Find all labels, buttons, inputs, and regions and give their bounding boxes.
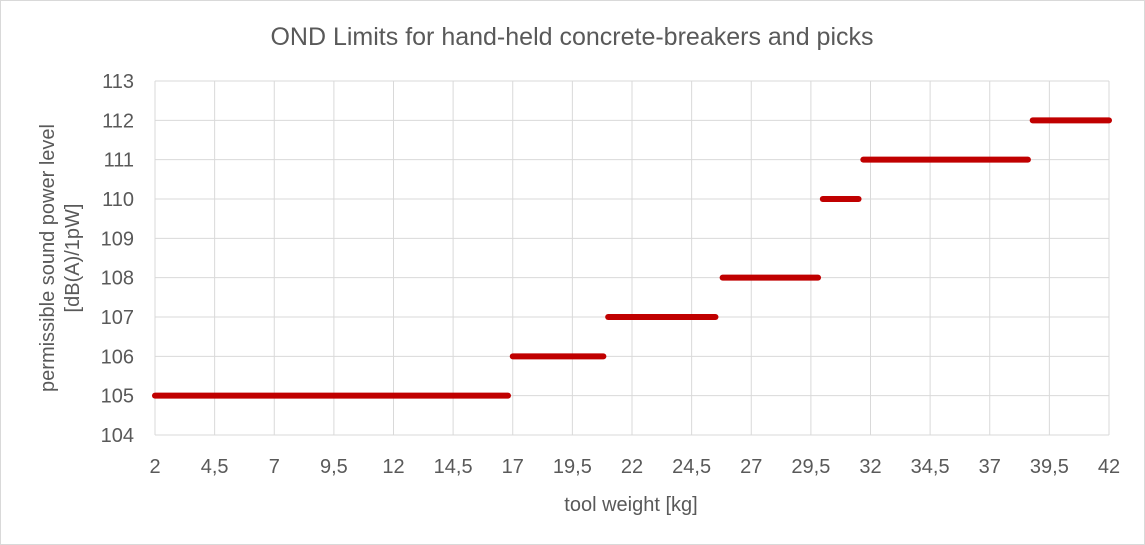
x-tick-label: 34,5 — [911, 456, 950, 478]
y-tick-label: 111 — [104, 150, 134, 172]
x-tick-label: 14,5 — [434, 456, 473, 478]
x-tick-label: 29,5 — [791, 456, 830, 478]
x-tick-label: 12 — [382, 456, 404, 478]
x-tick-label: 2 — [149, 456, 160, 478]
y-tick-label: 109 — [101, 228, 134, 250]
y-tick-label: 108 — [101, 268, 134, 290]
y-axis-ticks: 104 105 106 107 108 109 110 111 112 113 — [101, 71, 134, 447]
y-tick-label: 106 — [101, 346, 134, 368]
series-ond-limits — [152, 117, 1112, 399]
x-tick-label: 32 — [859, 456, 881, 478]
chart-title: OND Limits for hand-held concrete-breake… — [270, 23, 873, 51]
y-tick-label: 105 — [101, 386, 134, 408]
x-tick-label: 24,5 — [672, 456, 711, 478]
x-tick-label: 4,5 — [201, 456, 229, 478]
grid — [154, 80, 1110, 436]
x-tick-label: 19,5 — [553, 456, 592, 478]
x-tick-label: 37 — [979, 456, 1001, 478]
y-tick-label: 112 — [102, 110, 134, 132]
y-tick-label: 110 — [102, 189, 134, 211]
x-tick-label: 27 — [740, 456, 762, 478]
x-axis-ticks: 2 4,5 7 9,5 12 14,5 17 19,5 22 24,5 27 29,5 32 34,5 37… — [149, 456, 1120, 478]
x-tick-label: 17 — [502, 456, 524, 478]
x-tick-label: 9,5 — [320, 456, 348, 478]
y-tick-label: 104 — [101, 425, 134, 447]
y-tick-label: 107 — [101, 307, 134, 329]
y-tick-label: 113 — [102, 71, 134, 93]
x-tick-label: 39,5 — [1030, 456, 1069, 478]
x-tick-label: 7 — [269, 456, 280, 478]
y-axis-label-line-1: permissible sound power level — [37, 124, 59, 392]
x-axis-label: tool weight [kg] — [564, 494, 697, 516]
y-axis-label: permissible sound power level [dB(A)/1pW… — [37, 124, 84, 392]
x-tick-label: 42 — [1098, 456, 1120, 478]
x-tick-label: 22 — [621, 456, 643, 478]
y-axis-label-line-2: [dB(A)/1pW] — [62, 204, 84, 313]
